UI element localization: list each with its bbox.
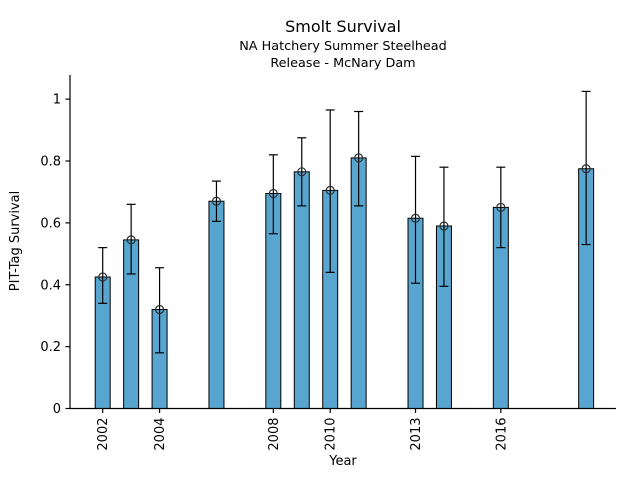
marker-2008 [268,188,278,199]
marker-2004 [154,304,165,315]
y-tick-label-1: 1 [53,93,61,108]
x-tick-label-2016: 2016 [494,418,509,451]
marker-2009 [297,167,307,177]
marker-2003 [126,235,136,245]
y-tick-label-0.8: 0.8 [40,155,61,170]
marker-2014 [439,221,449,231]
y-tick-label-0.6: 0.6 [40,216,61,231]
y-tick-label-0.4: 0.4 [40,278,61,293]
marker-2013 [410,213,421,223]
marker-2011 [354,153,364,163]
chart-title: Smolt Survival [285,17,401,36]
bar-2006 [208,200,225,409]
bar-2009 [293,171,310,409]
y-tick-label-0.2: 0.2 [40,340,61,355]
x-tick-label-2013: 2013 [409,418,424,451]
marker-2016 [496,202,506,213]
chart-subtitle-line1: NA Hatchery Summer Steelhead [239,39,447,54]
chart-subtitle-line2: Release - McNary Dam [270,56,415,71]
x-tick-label-2004: 2004 [153,418,168,451]
y-tick-label-0: 0 [53,402,61,417]
x-tick-label-2002: 2002 [96,418,111,451]
x-tick-label-2008: 2008 [267,418,282,451]
marker-2010 [325,185,335,195]
x-axis-label: Year [328,454,357,469]
y-axis-label: PIT-Tag Survival [8,191,23,291]
x-tick-label-2010: 2010 [324,418,339,451]
marker-2019 [581,164,591,174]
marker-2002 [98,272,108,282]
marker-2006 [211,196,222,206]
